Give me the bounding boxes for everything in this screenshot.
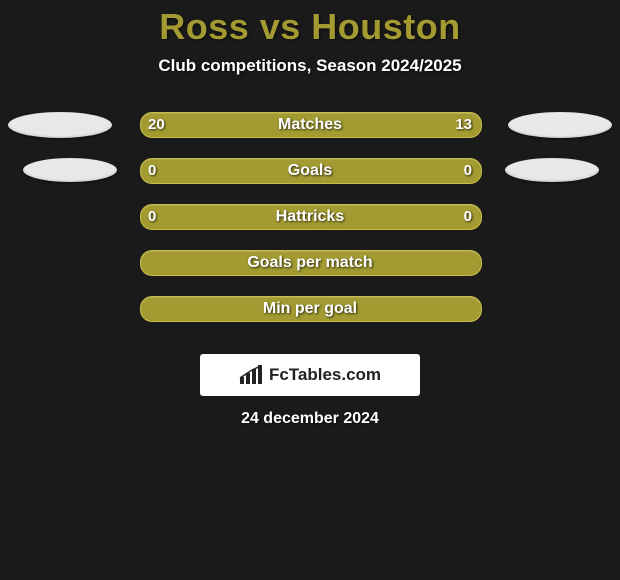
- stat-row: Goals per match: [0, 250, 620, 296]
- right-ellipse: [508, 112, 612, 138]
- stat-label: Matches: [140, 112, 480, 138]
- date-text: 24 december 2024: [0, 410, 620, 428]
- stat-row: 0 Goals 0: [0, 158, 620, 204]
- stat-label: Min per goal: [140, 296, 480, 322]
- stat-value-right: 0: [464, 204, 472, 230]
- page-title: Ross vs Houston: [0, 0, 620, 48]
- stat-row: 0 Hattricks 0: [0, 204, 620, 250]
- right-ellipse: [505, 158, 599, 182]
- stat-label: Hattricks: [140, 204, 480, 230]
- subtitle: Club competitions, Season 2024/2025: [0, 56, 620, 76]
- brand-badge: FcTables.com: [200, 354, 420, 396]
- left-ellipse: [8, 112, 112, 138]
- brand-text: FcTables.com: [269, 365, 381, 385]
- stat-value-right: 0: [464, 158, 472, 184]
- stat-label: Goals per match: [140, 250, 480, 276]
- bars-chart-icon: [239, 365, 263, 385]
- stat-label: Goals: [140, 158, 480, 184]
- stat-row: 20 Matches 13: [0, 112, 620, 158]
- comparison-infographic: Ross vs Houston Club competitions, Seaso…: [0, 0, 620, 580]
- stat-row: Min per goal: [0, 296, 620, 342]
- left-ellipse: [23, 158, 117, 182]
- stat-value-right: 13: [455, 112, 472, 138]
- stats-rows: 20 Matches 13 0 Goals 0 0 Hattricks 0 Go…: [0, 112, 620, 342]
